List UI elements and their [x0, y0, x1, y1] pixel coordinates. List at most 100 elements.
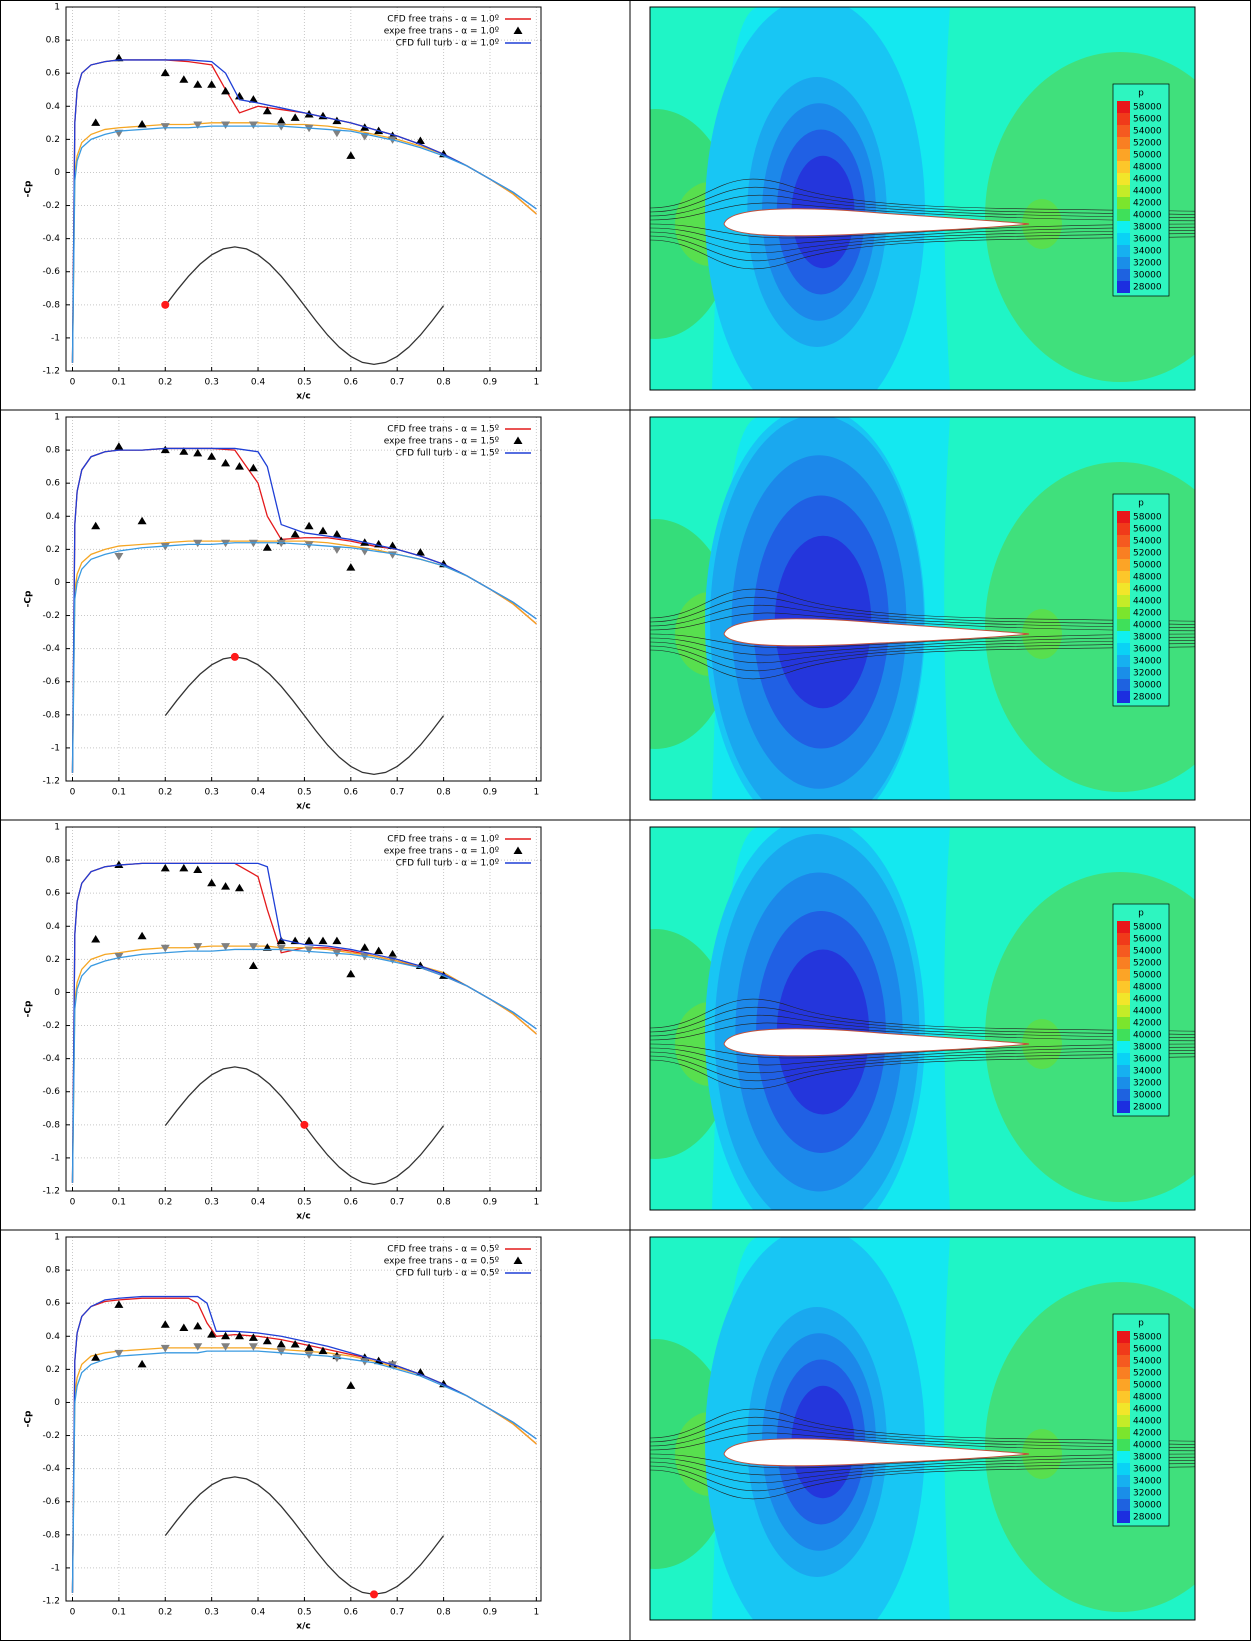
streamline: [650, 1466, 1195, 1500]
y-tick-label: 0: [54, 168, 60, 178]
colorbar-swatch: [1117, 535, 1130, 547]
point: [248, 539, 258, 548]
field: [650, 1237, 1195, 1620]
colorbar-label: 44000: [1133, 1417, 1162, 1427]
x-tick-label: 0.4: [251, 1608, 266, 1618]
x-tick-label: 0.7: [390, 788, 404, 798]
field: [650, 827, 1195, 1210]
legend-label: CFD full turb - α = 0.5º: [396, 1269, 499, 1279]
point: [179, 447, 189, 455]
colorbar-label: 52000: [1133, 139, 1162, 149]
colorbar-swatch: [1117, 583, 1130, 595]
colorbar-label: 44000: [1133, 187, 1162, 197]
x-axis-label: x/c: [296, 802, 310, 812]
line: [164, 656, 445, 776]
colorbar-swatch: [1117, 547, 1130, 559]
colorbar-label: 50000: [1133, 151, 1162, 161]
legend-label: CFD full turb - α = 1.0º: [396, 39, 499, 49]
chart: -1.2 -1 -0.8 -0.6 -0.4 -0.2 0 0.2 0.4 0.6 0.8 1 0 0.1…: [24, 1233, 542, 1632]
green-core: [1022, 199, 1062, 249]
x-tick-label: 0.6: [344, 1198, 359, 1208]
x-tick-label: 0: [70, 788, 76, 798]
x-tick-label: 0.9: [483, 788, 498, 798]
y-tick-label: 0.6: [46, 69, 61, 79]
y-tick-label: 0.2: [46, 135, 60, 145]
point: [276, 123, 286, 131]
streamline: [650, 1460, 1195, 1484]
streamline: [650, 998, 1195, 1032]
plot-frame: [65, 416, 542, 782]
y-tick-label: 0.4: [46, 102, 61, 112]
point: [179, 863, 189, 872]
x-tick-label: 0.3: [204, 1198, 218, 1208]
x-tick-label: 0.9: [483, 1608, 498, 1618]
colorbar-label: 32000: [1133, 1079, 1162, 1089]
legend-label: CFD free trans - α = 0.5º: [387, 1245, 499, 1255]
streamline: [650, 612, 1195, 632]
point: [248, 943, 258, 951]
x-tick-label: 0.2: [158, 1608, 172, 1618]
colorbar-label: 30000: [1133, 271, 1162, 281]
y-tick-label: -0.6: [42, 677, 60, 687]
streamline: [650, 236, 1195, 270]
point: [388, 551, 398, 559]
colorbar-swatch: [1117, 523, 1130, 535]
streamline: [650, 1006, 1195, 1035]
streamline: [650, 178, 1195, 212]
legend-label: CFD full turb - α = 1.5º: [396, 449, 499, 459]
point: [234, 462, 244, 470]
colorbar-swatch: [1117, 1379, 1130, 1391]
colorbar-label: 50000: [1133, 971, 1162, 981]
contour-panel: p 58000 56000 54000 52000 50000 48000 46000 4400…: [649, 1236, 1196, 1621]
legend-swatch: [513, 846, 523, 854]
y-tick-label: 0.2: [46, 1365, 60, 1375]
colorbar-label: 52000: [1133, 549, 1162, 559]
streamline: [650, 1043, 1195, 1059]
y-tick-label: -1.2: [42, 1187, 60, 1197]
colorbar-swatch: [1117, 185, 1130, 197]
x-tick-label: 0: [70, 378, 76, 388]
colorbar-label: 48000: [1133, 573, 1162, 583]
streamline: [650, 194, 1195, 218]
streamline: [650, 1463, 1195, 1492]
colorbar-swatch: [1117, 1487, 1130, 1499]
colorbar-swatch: [1117, 619, 1130, 631]
colorbar-swatch: [1117, 1101, 1130, 1113]
colorbar-swatch: [1117, 1403, 1130, 1415]
point: [114, 953, 124, 961]
legend-label: expe free trans - α = 1.0º: [384, 847, 499, 857]
colorbar-swatch: [1117, 1499, 1130, 1511]
line: [71, 447, 537, 773]
point: [193, 448, 203, 457]
y-tick-label: -0.2: [42, 611, 60, 621]
colorbar-label: 28000: [1133, 1513, 1162, 1523]
colorbar-swatch: [1117, 149, 1130, 161]
point: [221, 458, 231, 467]
colorbar-swatch: [1117, 691, 1130, 703]
legend-label: expe free trans - α = 1.5º: [384, 437, 499, 447]
colorbar-label: 36000: [1133, 645, 1162, 655]
y-tick-label: 0.8: [46, 36, 61, 46]
x-tick-label: 0.6: [344, 378, 359, 388]
colorbar-swatch: [1117, 1331, 1130, 1343]
colorbar-label: 46000: [1133, 175, 1162, 185]
y-tick-label: -1.2: [42, 367, 60, 377]
x-tick-label: 0.6: [344, 1608, 359, 1618]
colorbar-label: 38000: [1133, 223, 1162, 233]
colorbar-swatch: [1117, 921, 1130, 933]
x-tick-label: 0.2: [158, 1198, 172, 1208]
point: [114, 552, 124, 561]
colorbar-swatch: [1117, 1511, 1130, 1523]
point: [160, 445, 170, 454]
colorbar-label: 58000: [1133, 1333, 1162, 1343]
legend-label: CFD free trans - α = 1.0º: [387, 15, 499, 25]
colorbar-label: 56000: [1133, 525, 1162, 535]
streamline: [650, 1456, 1195, 1476]
colorbar-label: 48000: [1133, 983, 1162, 993]
colorbar-swatch: [1117, 1451, 1130, 1463]
y-tick-label: -1.2: [42, 1597, 60, 1607]
point: [346, 969, 356, 978]
airfoil: [723, 618, 1030, 647]
colorbar-label: 32000: [1133, 669, 1162, 679]
x-tick-label: 0: [70, 1198, 76, 1208]
